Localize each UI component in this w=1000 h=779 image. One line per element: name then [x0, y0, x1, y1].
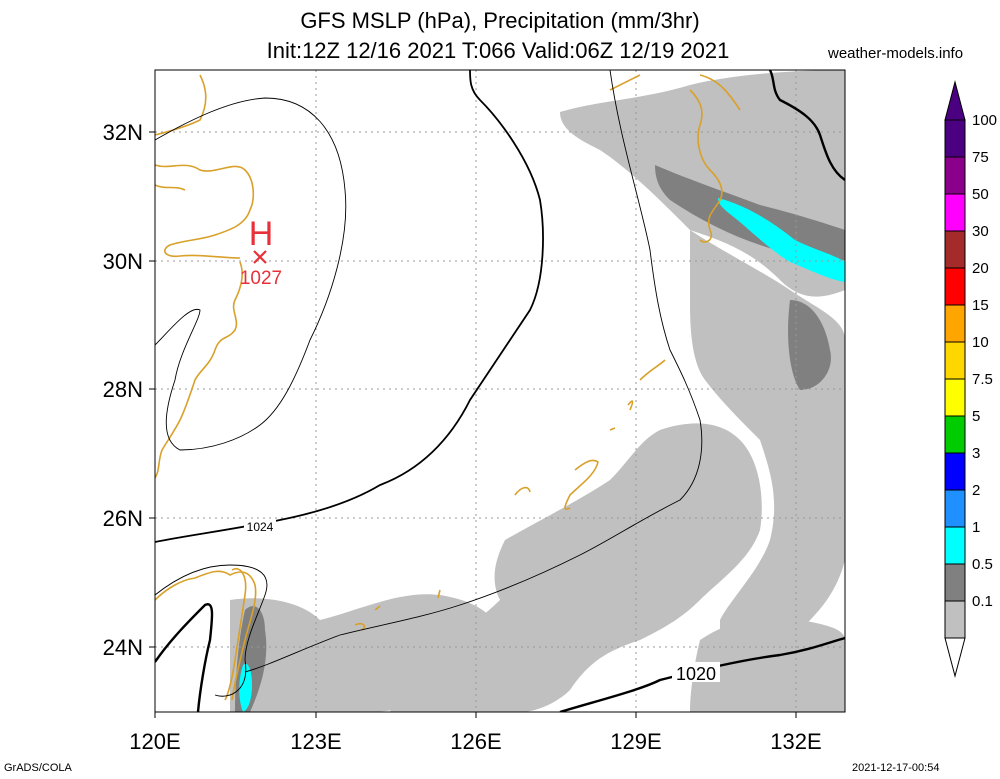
precip-patch-south-east	[690, 616, 845, 712]
legend-swatch	[944, 193, 966, 232]
isobar-label-bg	[672, 662, 720, 682]
legend-swatch	[944, 600, 966, 639]
legend-swatch	[944, 489, 966, 528]
high-pressure-value: 1027	[240, 268, 282, 289]
lat-tick-label: 28N	[103, 377, 143, 402]
precip-legend: 100 75 50 30 20 15 10 7.5 5 3 2 1 0.5 0.1	[944, 80, 997, 678]
legend-label: 2	[972, 482, 980, 499]
legend-swatch	[944, 526, 966, 565]
isobar-label-bg	[244, 519, 276, 533]
isobar-south-trough	[244, 70, 703, 673]
precip-dark-east	[788, 300, 831, 390]
legend-label: 7.5	[972, 371, 993, 388]
precip-cyan-south	[239, 663, 252, 712]
legend-swatch	[944, 378, 966, 417]
legend-label: 1	[972, 519, 980, 536]
precip-band-south	[230, 594, 500, 712]
lat-tick-label: 30N	[103, 249, 143, 274]
legend-swatch	[944, 119, 966, 158]
legend-swatch	[944, 452, 966, 491]
legend-swatch	[944, 304, 966, 343]
graticule	[155, 70, 845, 712]
site-label: weather-models.info	[828, 45, 964, 62]
legend-label: 30	[972, 223, 989, 240]
lon-tick-label: 132E	[770, 729, 821, 754]
map-frame	[154, 69, 846, 713]
legend-bottom-arrow	[944, 637, 966, 678]
legend-swatch	[944, 230, 966, 269]
lat-tick-label: 32N	[103, 120, 143, 145]
legend-label: 50	[972, 186, 989, 203]
lat-tick-label: 24N	[103, 635, 143, 660]
lon-tick-label: 126E	[450, 729, 501, 754]
precip-layer	[230, 70, 845, 712]
isobar-label-1024: 1024	[247, 520, 274, 534]
footer-timestamp: 2021-12-17-00:54	[852, 762, 940, 774]
coastline-layer	[155, 70, 845, 712]
legend-label: 15	[972, 297, 989, 314]
lon-tick-label: 129E	[610, 729, 661, 754]
legend-swatch	[944, 415, 966, 454]
title-line-2: Init:12Z 12/16 2021 T:066 Valid:06Z 12/1…	[266, 38, 730, 63]
legend-label: 10	[972, 334, 989, 351]
coast-kyushu	[689, 89, 723, 243]
legend-label: 3	[972, 445, 980, 462]
legend-label: 0.5	[972, 556, 993, 573]
isobar-label-1020: 1020	[676, 664, 716, 684]
legend-swatch	[944, 341, 966, 380]
coast-china-middle	[155, 261, 243, 479]
title-line-1: GFS MSLP (hPa), Precipitation (mm/3hr)	[300, 8, 700, 33]
footer-credit: GrADS/COLA	[4, 762, 72, 774]
isobar-1020-west	[155, 603, 214, 712]
axis-ticks	[149, 131, 797, 718]
legend-swatch	[944, 267, 966, 306]
precip-cyan-northeast	[718, 198, 845, 282]
high-pressure-symbol: H	[249, 215, 274, 253]
isobar-1024-lower	[155, 564, 268, 697]
isobar-1024	[155, 70, 544, 543]
isobar-1016-northeast	[768, 70, 845, 181]
legend-label: 75	[972, 149, 989, 166]
coast-ryukyu	[354, 359, 666, 631]
coast-china-south	[155, 570, 257, 701]
legend-swatch	[944, 156, 966, 195]
legend-swatch	[944, 563, 966, 602]
lon-tick-label: 123E	[290, 729, 341, 754]
legend-top-arrow	[944, 80, 966, 121]
high-center-x-icon	[253, 250, 267, 264]
lon-tick-label: 120E	[129, 729, 180, 754]
coast-taiwan	[224, 568, 247, 701]
legend-label: 100	[972, 112, 997, 129]
legend-label: 20	[972, 260, 989, 277]
isobar-1027-inner	[155, 97, 347, 451]
legend-label: 5	[972, 408, 980, 425]
lat-tick-label: 26N	[103, 506, 143, 531]
legend-label: 0.1	[972, 593, 993, 610]
